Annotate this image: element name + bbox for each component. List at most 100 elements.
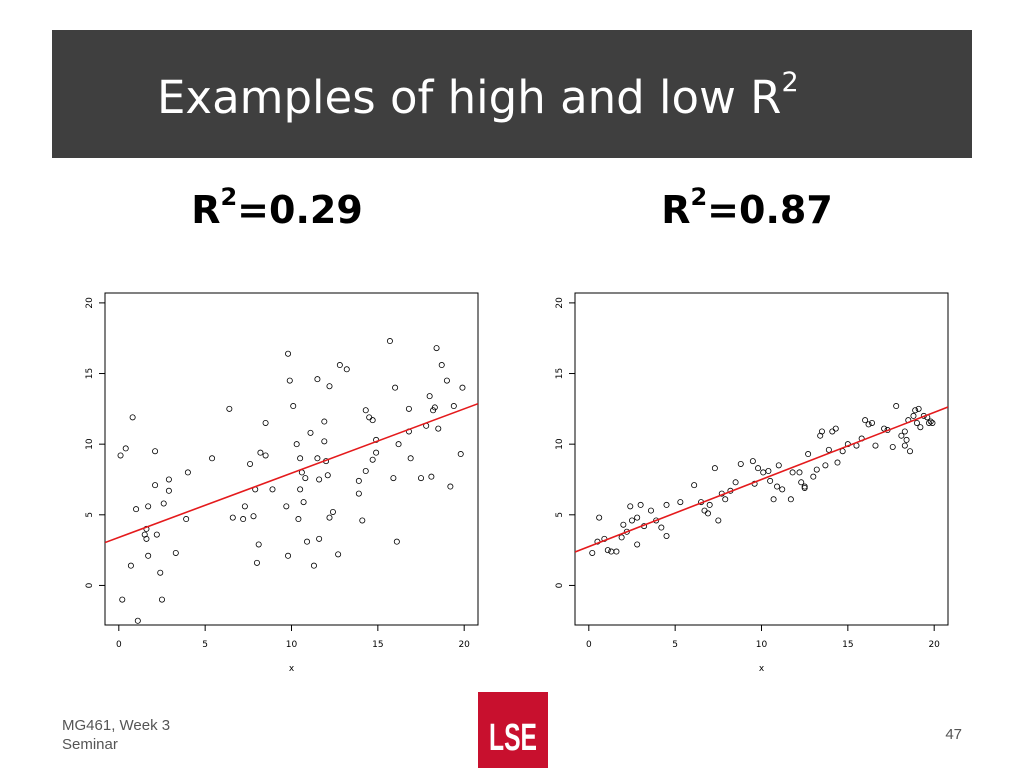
- data-point: [428, 473, 435, 480]
- data-point: [286, 377, 293, 384]
- data-point: [623, 528, 630, 535]
- data-points: [589, 403, 936, 556]
- data-point: [262, 419, 269, 426]
- data-point: [869, 419, 876, 426]
- data-point: [775, 462, 782, 469]
- data-point: [862, 417, 869, 424]
- y-tick-label: 20: [85, 297, 95, 309]
- data-point: [829, 428, 836, 435]
- data-point: [183, 516, 190, 523]
- data-point: [620, 521, 627, 528]
- data-point: [302, 475, 309, 482]
- x-tick-label: 5: [672, 640, 678, 650]
- data-point: [362, 407, 369, 414]
- data-point: [706, 501, 713, 508]
- data-point: [184, 469, 191, 476]
- data-point: [143, 535, 150, 542]
- data-point: [326, 383, 333, 390]
- data-point: [663, 532, 670, 539]
- data-point: [634, 514, 641, 521]
- data-point: [321, 418, 328, 425]
- data-point: [589, 549, 596, 556]
- data-point: [770, 496, 777, 503]
- data-point: [209, 455, 216, 462]
- data-point: [324, 472, 331, 479]
- data-point: [418, 475, 425, 482]
- y-tick-label: 5: [85, 512, 95, 518]
- data-point: [297, 455, 304, 462]
- x-tick-label: 0: [586, 640, 592, 650]
- data-point: [438, 362, 445, 369]
- data-point: [813, 466, 820, 473]
- data-point: [715, 517, 722, 524]
- data-point: [129, 414, 136, 421]
- data-point: [596, 514, 603, 521]
- data-point: [133, 506, 140, 513]
- data-point: [145, 503, 152, 510]
- data-point: [290, 403, 297, 410]
- data-point: [658, 524, 665, 531]
- data-point: [119, 596, 126, 603]
- data-point: [711, 465, 718, 472]
- data-point: [407, 455, 414, 462]
- data-point: [426, 393, 433, 400]
- y-tick-label: 5: [555, 512, 565, 518]
- data-point: [285, 552, 292, 559]
- data-point: [165, 487, 172, 494]
- lse-logo-text: LSE: [489, 717, 537, 759]
- data-point: [369, 417, 376, 424]
- title-bar: Examples of high and low R2: [52, 30, 972, 158]
- data-point: [157, 569, 164, 576]
- footer-course-info: MG461, Week 3 Seminar: [62, 716, 170, 754]
- data-point: [247, 460, 254, 467]
- data-point: [825, 446, 832, 453]
- data-point: [152, 482, 159, 489]
- data-point: [722, 496, 729, 503]
- y-tick-label: 15: [85, 368, 95, 379]
- data-point: [386, 338, 393, 345]
- data-point: [450, 403, 457, 410]
- r-squared-left-value: =0.29: [237, 188, 363, 232]
- y-tick-label: 10: [555, 438, 565, 450]
- lse-logo: LSE: [478, 692, 548, 768]
- data-point: [165, 476, 172, 483]
- data-point: [366, 414, 373, 421]
- data-point: [293, 441, 300, 448]
- x-axis-label: x: [289, 664, 295, 674]
- data-point: [152, 448, 159, 455]
- data-point: [889, 443, 896, 450]
- data-point: [447, 483, 454, 490]
- data-point: [801, 484, 808, 491]
- data-point: [798, 479, 805, 486]
- data-point: [749, 458, 756, 465]
- data-point: [369, 456, 376, 463]
- x-tick-label: 0: [116, 640, 122, 650]
- data-point: [779, 486, 786, 493]
- footer-line-2: Seminar: [62, 736, 118, 753]
- data-point: [755, 465, 762, 472]
- data-point: [901, 428, 908, 435]
- data-point: [253, 559, 260, 566]
- data-point: [255, 541, 262, 548]
- data-point: [390, 475, 397, 482]
- data-point: [677, 499, 684, 506]
- data-point: [910, 412, 917, 419]
- regression-line: [105, 402, 478, 544]
- data-point: [262, 452, 269, 459]
- data-point: [392, 384, 399, 391]
- data-point: [329, 508, 336, 515]
- x-tick-label: 15: [372, 640, 383, 650]
- data-point: [893, 403, 900, 410]
- y-tick-label: 20: [555, 297, 565, 309]
- data-point: [913, 419, 920, 426]
- data-point: [927, 418, 934, 425]
- data-point: [732, 479, 739, 486]
- r-squared-left-sup: 2: [220, 183, 238, 211]
- data-point: [765, 468, 772, 475]
- data-point: [314, 376, 321, 383]
- data-point: [355, 490, 362, 497]
- data-point: [316, 476, 323, 483]
- data-point: [613, 548, 620, 555]
- x-axis-label: x: [759, 664, 765, 674]
- data-point: [160, 500, 167, 507]
